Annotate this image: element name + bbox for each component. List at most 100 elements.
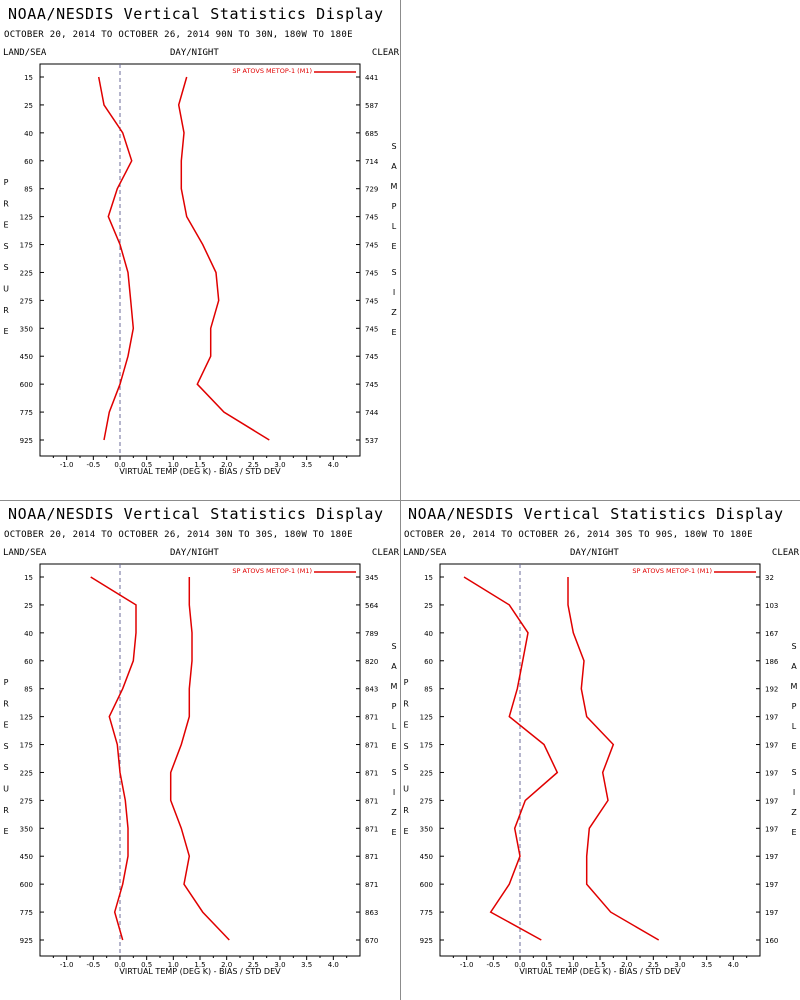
sample-size-label: 32 (765, 574, 774, 582)
pressure-level-label: 275 (20, 797, 33, 805)
pressure-level-label: 350 (420, 825, 433, 833)
sample-size-label: 197 (765, 909, 778, 917)
y2-axis-letter: Z (391, 808, 397, 817)
pressure-level-label: 25 (24, 602, 33, 610)
pressure-level-label: 225 (20, 269, 33, 277)
pressure-level-label: 225 (420, 769, 433, 777)
sample-size-label: 745 (365, 242, 378, 250)
y2-axis-letter: S (791, 768, 796, 777)
empty-quadrant (401, 0, 800, 500)
pressure-level-label: 450 (20, 353, 33, 361)
x-tick-label: 3.5 (701, 961, 712, 969)
std-dev-series-line (177, 76, 270, 441)
sample-size-label: 745 (365, 353, 378, 361)
std-dev-series-line (169, 577, 230, 941)
pressure-level-label: 85 (424, 686, 433, 694)
y-axis-letter: E (3, 221, 8, 230)
legend-label: SP ATOVS METOP-1 (M1) (232, 67, 312, 75)
y2-axis-letter: Z (791, 808, 797, 817)
y2-axis-letter: E (391, 742, 396, 751)
y-axis-letter: U (403, 785, 409, 794)
pressure-level-label: 450 (20, 853, 33, 861)
sample-size-label: 685 (365, 130, 378, 138)
y2-axis-letter: S (391, 268, 396, 277)
x-tick-label: 0.5 (141, 961, 152, 969)
pressure-level-label: 350 (20, 825, 33, 833)
sample-size-label: 670 (365, 937, 378, 945)
y-axis-letter: S (3, 763, 8, 772)
plot-frame (39, 63, 361, 457)
y2-axis-letter: L (792, 722, 797, 731)
y2-axis-letter: S (391, 142, 396, 151)
y-axis-letter: E (403, 721, 408, 730)
sample-size-label: 192 (765, 686, 778, 694)
panel-subtitle: OCTOBER 20, 2014 TO OCTOBER 26, 2014 90N… (4, 30, 353, 40)
plot-frame (39, 563, 361, 957)
legend-label: SP ATOVS METOP-1 (M1) (632, 567, 712, 575)
sample-size-label: 564 (365, 602, 379, 610)
x-axis-label: VIRTUAL TEMP (DEG K) - BIAS / STD DEV (119, 967, 281, 976)
y-axis-letter: E (3, 721, 8, 730)
pressure-level-label: 450 (420, 853, 433, 861)
pressure-level-label: 225 (20, 769, 33, 777)
x-tick-label: -1.0 (60, 961, 74, 969)
y-axis-letter: E (3, 327, 8, 336)
pressure-level-label: 775 (20, 409, 33, 417)
x-tick-label: 2.0 (621, 961, 632, 969)
pressure-level-label: 60 (424, 658, 433, 666)
clear-label: CLEAR (371, 48, 399, 58)
pressure-level-label: 40 (24, 630, 33, 638)
sample-size-label: 197 (765, 714, 778, 722)
y2-axis-letter: M (391, 682, 398, 691)
x-tick-label: -1.0 (60, 461, 74, 469)
sample-size-label: 186 (765, 658, 779, 666)
y2-axis-letter: E (391, 828, 396, 837)
x-tick-label: 1.5 (594, 961, 605, 969)
bias-series-line (463, 576, 559, 941)
x-tick-label: 0.0 (114, 461, 125, 469)
y-axis-letter: S (403, 742, 408, 751)
std-dev-series-line (567, 577, 660, 941)
y2-axis-letter: A (391, 162, 397, 171)
land-sea-label: LAND/SEA (3, 48, 47, 58)
pressure-level-label: 15 (24, 74, 33, 82)
y-axis-letter: S (403, 763, 408, 772)
y-axis-letter: E (3, 827, 8, 836)
sample-size-label: 871 (365, 853, 378, 861)
y-axis-letter: U (3, 785, 9, 794)
plot-frame (439, 563, 761, 957)
x-tick-label: 3.0 (674, 961, 685, 969)
y2-axis-letter: L (392, 222, 397, 231)
pressure-level-label: 275 (420, 797, 433, 805)
y2-axis-letter: S (391, 642, 396, 651)
y-axis-letter: S (3, 742, 8, 751)
x-tick-label: 4.0 (328, 961, 339, 969)
x-tick-label: 1.5 (194, 461, 205, 469)
pressure-level-label: 600 (20, 881, 33, 889)
sample-size-label: 537 (365, 437, 378, 445)
vertical-stats-chart: -1.0 -0.5 0.0 0.5 1.0 1.5 2.0 2.5 3.0 3.5 4.0 VIRTU… (3, 63, 398, 476)
legend-label: SP ATOVS METOP-1 (M1) (232, 567, 312, 575)
x-tick-label: 1.5 (194, 961, 205, 969)
y-axis-letter: R (3, 699, 9, 708)
x-tick-label: 3.0 (274, 961, 285, 969)
y2-axis-letter: I (393, 788, 395, 797)
horizontal-divider (0, 500, 800, 501)
x-tick-label: 0.0 (114, 961, 125, 969)
panel-subtitle: OCTOBER 20, 2014 TO OCTOBER 26, 2014 30N… (4, 530, 353, 540)
y2-axis-letter: P (392, 202, 397, 211)
pressure-level-label: 25 (424, 602, 433, 610)
stats-panel-90n-30n: NOAA/NESDIS Vertical Statistics Display … (0, 0, 400, 500)
y2-axis-letter: A (791, 662, 797, 671)
x-tick-label: 1.0 (168, 961, 179, 969)
clear-label: CLEAR (771, 548, 799, 558)
panel-title: NOAA/NESDIS Vertical Statistics Display (8, 505, 384, 523)
vertical-stats-chart: -1.0 -0.5 0.0 0.5 1.0 1.5 2.0 2.5 3.0 3.5 4.0 VIRTU… (403, 563, 798, 976)
bias-series-line (97, 76, 135, 441)
pressure-level-label: 60 (24, 658, 33, 666)
sample-size-label: 745 (365, 381, 378, 389)
y2-axis-letter: S (391, 768, 396, 777)
y2-axis-letter: L (392, 722, 397, 731)
pressure-level-label: 600 (420, 881, 433, 889)
y-axis-letter: E (403, 827, 408, 836)
